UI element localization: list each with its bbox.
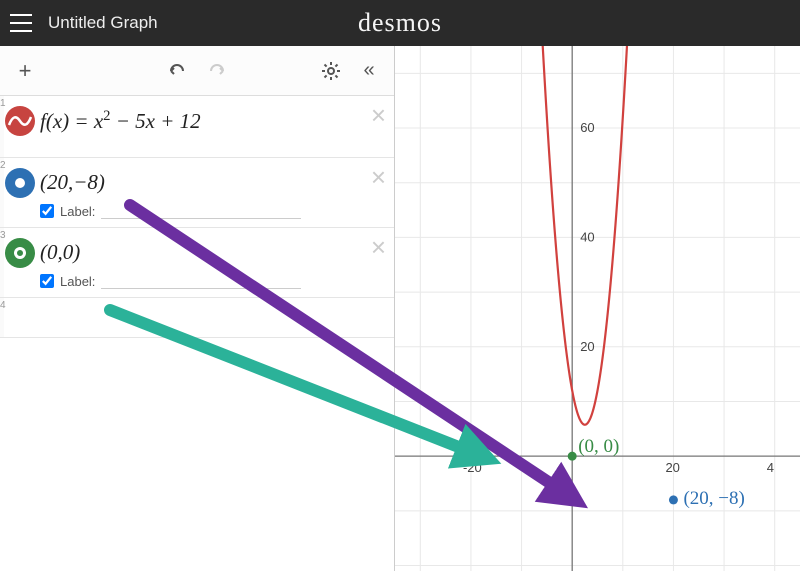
expression-item[interactable]: 1 × f(x) = x2 − 5x + 12 xyxy=(0,96,394,158)
menu-icon[interactable] xyxy=(10,14,32,32)
label-input[interactable] xyxy=(101,273,301,289)
redo-button[interactable] xyxy=(200,54,234,88)
label-row: Label: xyxy=(40,273,384,289)
label-checkbox[interactable] xyxy=(40,204,54,218)
expression-item[interactable]: 2 × (20,−8) Label: xyxy=(0,158,394,228)
graph-canvas[interactable]: -20 20 4 20 40 60 (0, 0) (20, −8) xyxy=(395,46,800,571)
graph-pane[interactable]: -20 20 4 20 40 60 (0, 0) (20, −8) xyxy=(395,46,800,571)
empty-expression-row[interactable]: 4 xyxy=(0,298,394,338)
label-caption: Label: xyxy=(60,204,95,219)
graph-title[interactable]: Untitled Graph xyxy=(48,13,158,33)
svg-text:40: 40 xyxy=(580,229,594,244)
undo-button[interactable] xyxy=(160,54,194,88)
delete-expression-button[interactable]: × xyxy=(371,234,386,260)
label-row: Label: xyxy=(40,203,384,219)
brand-logo: desmos xyxy=(358,8,442,38)
expression-icon[interactable] xyxy=(5,106,35,136)
expression-sidebar: + « 1 × f(x) = x2 − 5x + 12 2 xyxy=(0,46,395,571)
top-bar: Untitled Graph desmos xyxy=(0,0,800,46)
svg-text:20: 20 xyxy=(580,339,594,354)
expression-index: 2 xyxy=(0,158,4,227)
expression-math[interactable]: f(x) = x2 − 5x + 12 xyxy=(40,104,384,134)
expression-icon[interactable] xyxy=(5,168,35,198)
svg-text:(0, 0): (0, 0) xyxy=(578,436,619,457)
undo-redo-group xyxy=(160,54,234,88)
svg-text:60: 60 xyxy=(580,120,594,135)
expression-index: 1 xyxy=(0,96,4,157)
expression-item[interactable]: 3 × (0,0) Label: xyxy=(0,228,394,298)
main-area: + « 1 × f(x) = x2 − 5x + 12 2 xyxy=(0,46,800,571)
toolbar-right: « xyxy=(314,54,386,88)
svg-text:(20, −8): (20, −8) xyxy=(683,488,744,509)
collapse-sidebar-button[interactable]: « xyxy=(352,54,386,88)
expression-index: 3 xyxy=(0,228,4,297)
label-input[interactable] xyxy=(101,203,301,219)
svg-text:4: 4 xyxy=(767,460,774,475)
label-caption: Label: xyxy=(60,274,95,289)
svg-text:20: 20 xyxy=(665,460,679,475)
expression-index: 4 xyxy=(0,298,4,337)
expression-math[interactable]: (20,−8) xyxy=(40,166,384,195)
delete-expression-button[interactable]: × xyxy=(371,102,386,128)
delete-expression-button[interactable]: × xyxy=(371,164,386,190)
svg-text:-20: -20 xyxy=(463,460,482,475)
settings-button[interactable] xyxy=(314,54,348,88)
expression-icon[interactable] xyxy=(5,238,35,268)
expression-list: 1 × f(x) = x2 − 5x + 12 2 × (20,−8) Labe… xyxy=(0,96,394,571)
expression-toolbar: + « xyxy=(0,46,394,96)
label-checkbox[interactable] xyxy=(40,274,54,288)
add-expression-button[interactable]: + xyxy=(8,54,42,88)
expression-math[interactable]: (0,0) xyxy=(40,236,384,265)
